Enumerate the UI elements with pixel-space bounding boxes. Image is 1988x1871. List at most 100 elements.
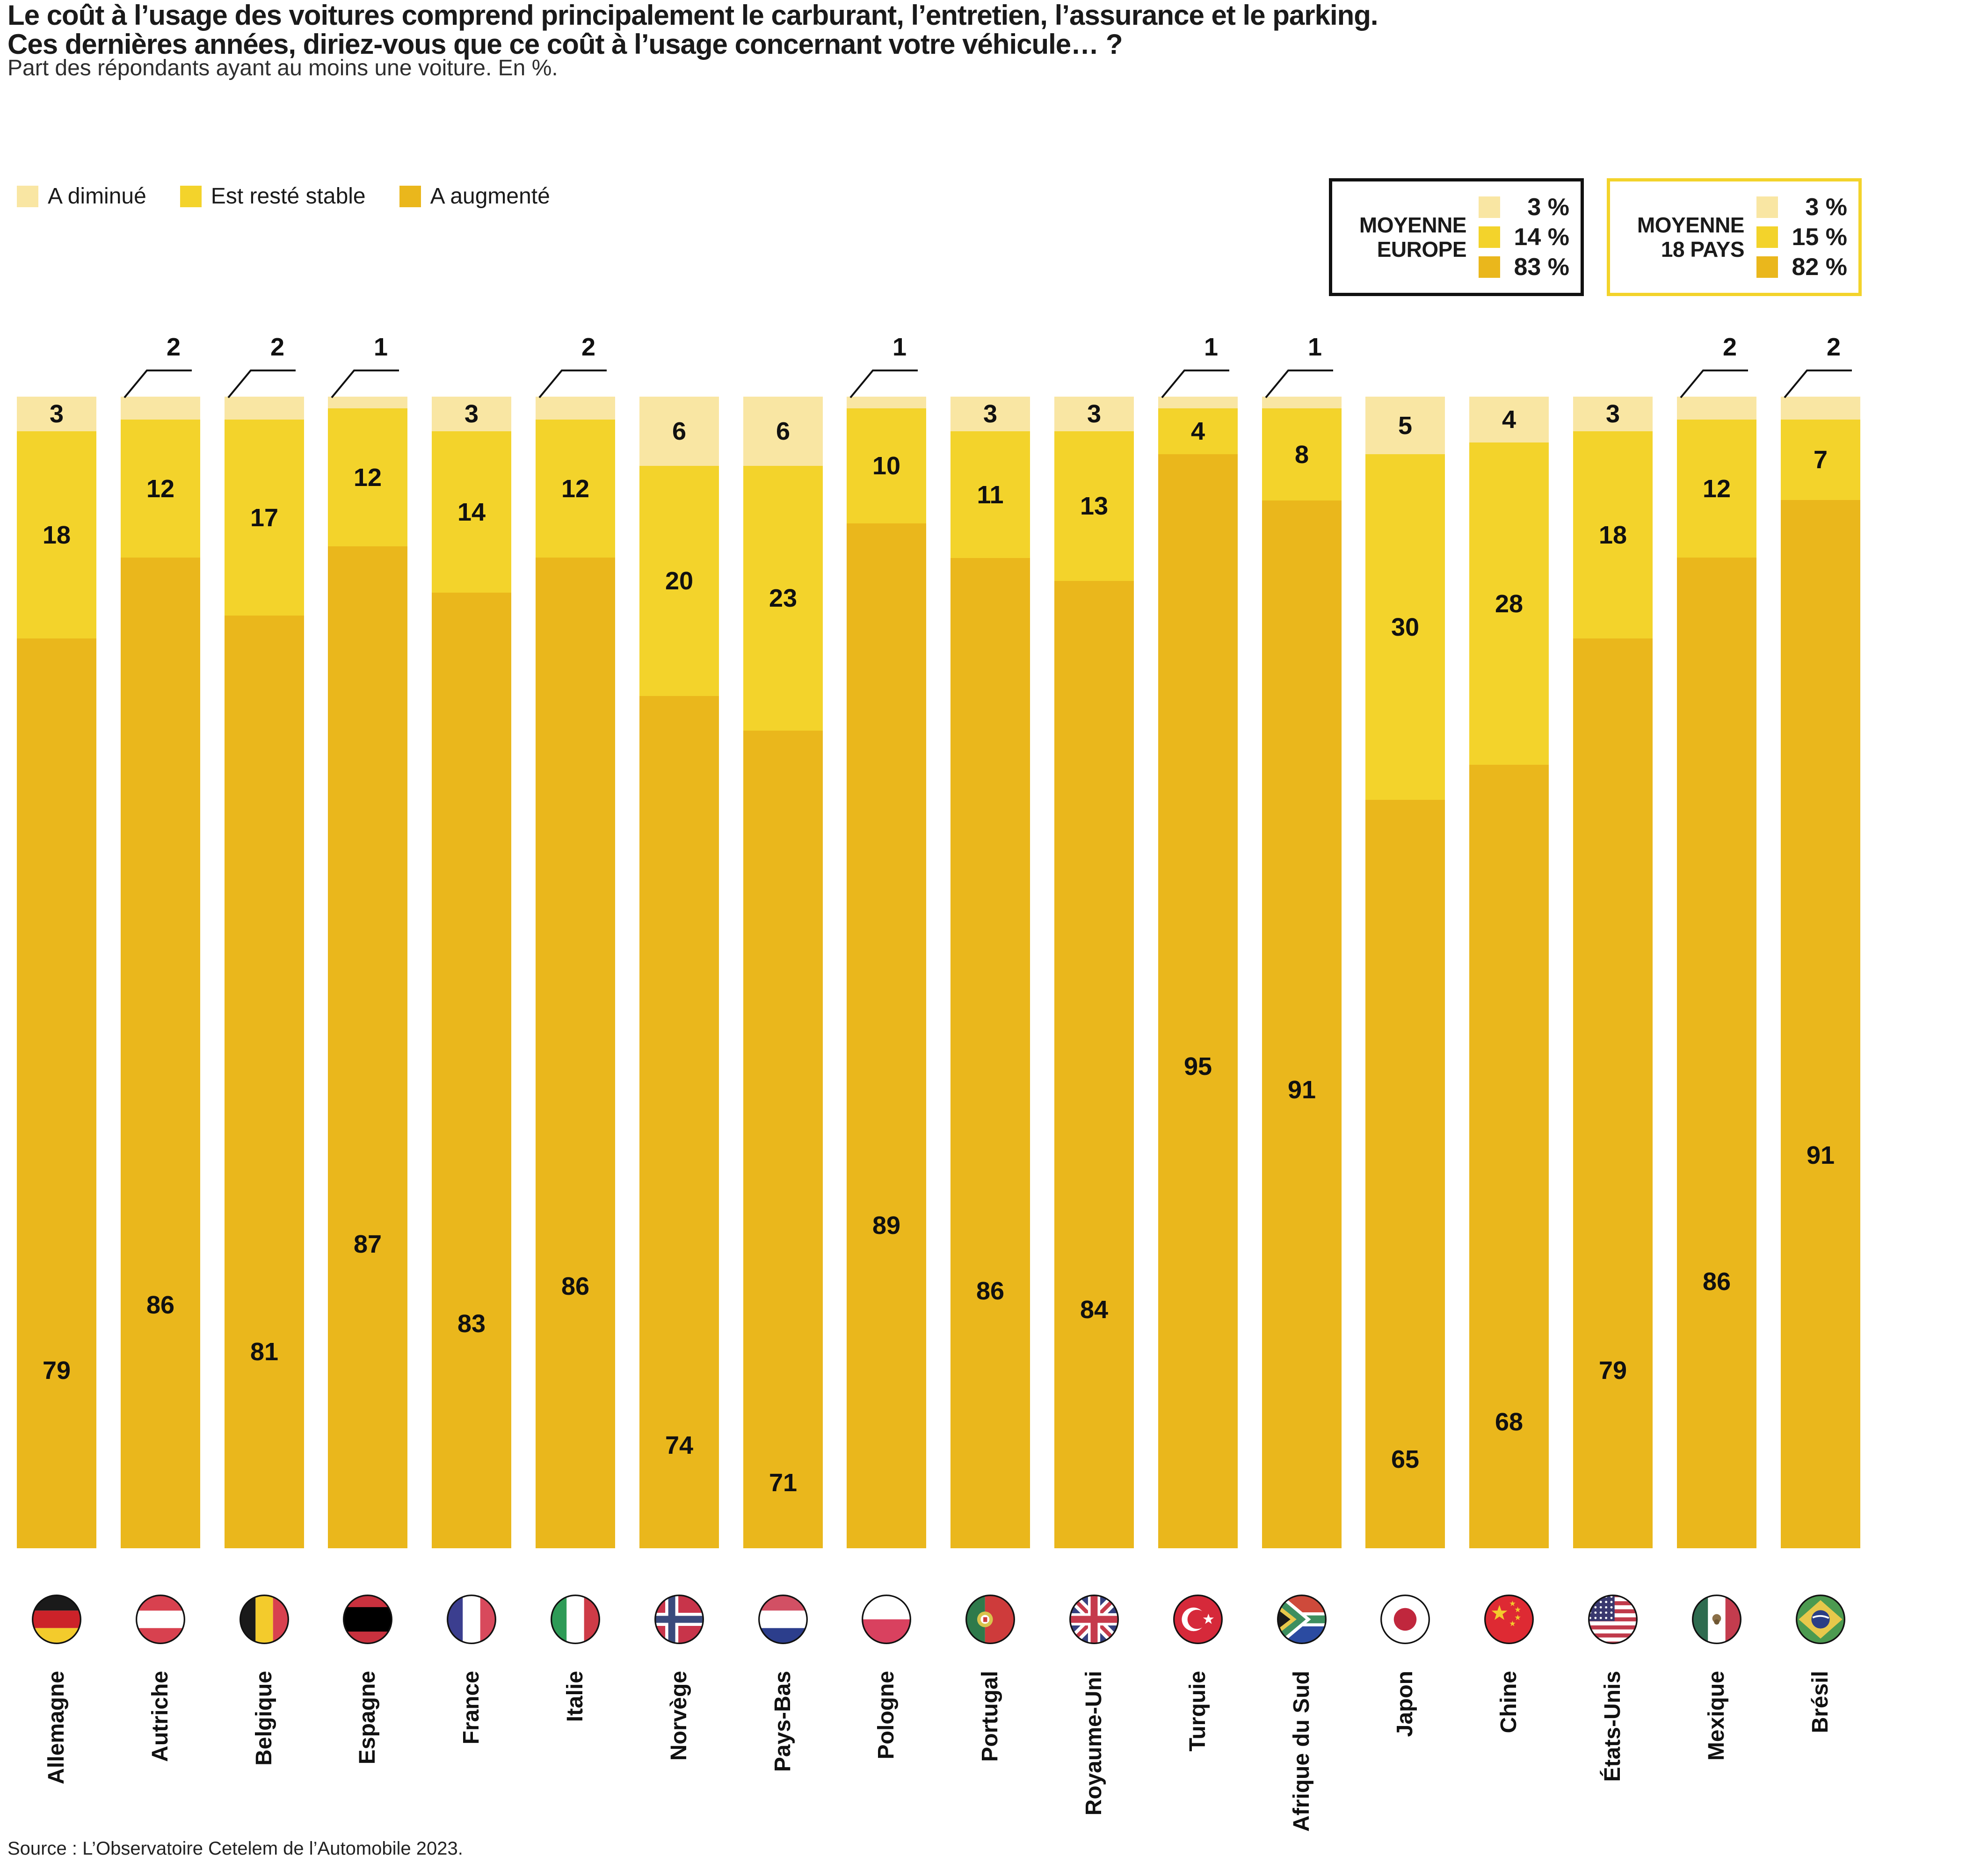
callout-value-label: 1 (1307, 333, 1322, 361)
flag-at (134, 1593, 187, 1646)
value-label: 74 (665, 1431, 694, 1459)
flag-pl (860, 1593, 913, 1646)
flag-jp (1379, 1593, 1431, 1646)
country-label: Autriche (148, 1671, 173, 1762)
callout-value-label: 2 (1826, 333, 1841, 361)
value-label: 12 (353, 464, 382, 492)
country-label: États-Unis (1600, 1671, 1625, 1782)
legend-item-augmente: A augmenté (399, 183, 550, 209)
average-box-18-pays-title: MOYENNE 18 PAYS (1621, 213, 1745, 261)
country-label: Portugal (978, 1671, 1002, 1762)
bar-za: 8 91 (1262, 397, 1342, 1548)
bar-at: 12 86 (121, 397, 200, 1548)
average-value: 15 % (1792, 224, 1847, 251)
augmente-swatch-icon (399, 185, 421, 207)
augmente-swatch-icon (1479, 256, 1500, 278)
segment-diminue (1677, 397, 1756, 420)
value-label: 84 (1080, 1296, 1109, 1324)
diminue-swatch-icon (1479, 196, 1500, 218)
augmente-swatch-icon (1756, 256, 1778, 278)
value-label: 7 (1813, 446, 1828, 474)
title-line-1: Le coût à l’usage des voitures comprend … (7, 0, 1379, 31)
de-flag-icon (32, 1595, 81, 1644)
flag-cn (1483, 1593, 1535, 1646)
diminue-swatch-icon (17, 185, 38, 207)
callout-value-label: 1 (373, 333, 388, 361)
callout-line (123, 370, 192, 399)
segment-stable (847, 408, 926, 523)
value-label: 4 (1502, 406, 1516, 434)
segment-augmente (1469, 765, 1549, 1548)
value-label: 23 (769, 584, 798, 612)
page-subtitle: Part des répondants ayant au moins une v… (7, 56, 558, 80)
flag-za (1276, 1593, 1328, 1646)
segment-diminue (17, 397, 96, 431)
value-label: 11 (977, 481, 1004, 509)
country-label: Chine (1496, 1671, 1521, 1733)
legend-label: A augmenté (430, 184, 550, 209)
segment-augmente (1365, 800, 1445, 1548)
flag-tr (1172, 1593, 1224, 1646)
segment-augmente (1573, 638, 1653, 1548)
segment-diminue (1158, 397, 1238, 408)
value-label: 89 (872, 1211, 901, 1240)
average-row-augmente: 82 % (1756, 255, 1847, 279)
segment-augmente (432, 593, 511, 1548)
legend-label: Est resté stable (210, 184, 366, 209)
value-label: 10 (872, 452, 901, 480)
country-label: Allemagne (44, 1671, 69, 1784)
value-label: 30 (1391, 613, 1420, 641)
gb-flag-icon (1069, 1595, 1119, 1644)
za-flag-icon (1277, 1595, 1327, 1644)
value-label: 6 (672, 417, 687, 445)
callout-line (331, 370, 399, 399)
average-box-title-line: MOYENNE (1359, 213, 1467, 237)
value-label: 65 (1391, 1445, 1420, 1473)
bar-be: 17 81 (225, 397, 304, 1548)
segment-stable (639, 466, 719, 696)
value-label: 68 (1495, 1408, 1524, 1436)
country-label: Afrique du Sud (1289, 1671, 1314, 1832)
average-box-title-line: EUROPE (1377, 237, 1467, 261)
cn-flag-icon (1484, 1595, 1534, 1644)
country-label: Japon (1393, 1671, 1417, 1737)
page-title: Le coût à l’usage des voitures comprend … (7, 0, 1379, 60)
country-label: Royaume-Uni (1081, 1671, 1106, 1816)
country-label: Italie (563, 1671, 588, 1722)
fr-flag-icon (447, 1595, 496, 1644)
flag-br (1794, 1593, 1847, 1646)
average-box-values: 3 % 14 % 83 % (1479, 195, 1569, 279)
country-label: Norvège (667, 1671, 691, 1761)
country-label: Mexique (1704, 1671, 1729, 1761)
average-row-diminue: 3 % (1479, 195, 1569, 219)
segment-diminue (743, 397, 823, 466)
pt-flag-icon (965, 1595, 1015, 1644)
value-label: 4 (1190, 417, 1205, 445)
average-value: 3 % (1805, 194, 1847, 221)
segment-stable (1677, 420, 1756, 558)
country-label: Pays-Bas (770, 1671, 795, 1772)
bar-it: 12 86 (536, 397, 615, 1548)
segment-augmente (1677, 558, 1756, 1548)
segment-stable (1573, 431, 1653, 638)
average-value: 82 % (1792, 254, 1847, 281)
segment-stable (225, 420, 304, 616)
average-box-18-pays: MOYENNE 18 PAYS 3 % 15 % 82 % (1607, 178, 1862, 296)
bar-no: 6 20 74 (639, 397, 719, 1548)
flag-be (238, 1593, 290, 1646)
average-box-europe: MOYENNE EUROPE 3 % 14 % 83 % (1329, 178, 1584, 296)
segment-augmente (950, 558, 1030, 1548)
flag-pt (964, 1593, 1016, 1646)
title-line-2: Ces dernières années, diriez-vous que ce… (7, 29, 1123, 60)
callout-value-label: 2 (270, 333, 285, 361)
value-label: 91 (1806, 1141, 1835, 1169)
tr-flag-icon (1173, 1595, 1223, 1644)
bar-jp: 5 30 65 (1365, 397, 1445, 1548)
pl-flag-icon (862, 1595, 911, 1644)
value-label: 81 (250, 1338, 279, 1366)
diminue-swatch-icon (1756, 196, 1778, 218)
value-label: 3 (983, 400, 998, 428)
segment-augmente (847, 523, 926, 1548)
